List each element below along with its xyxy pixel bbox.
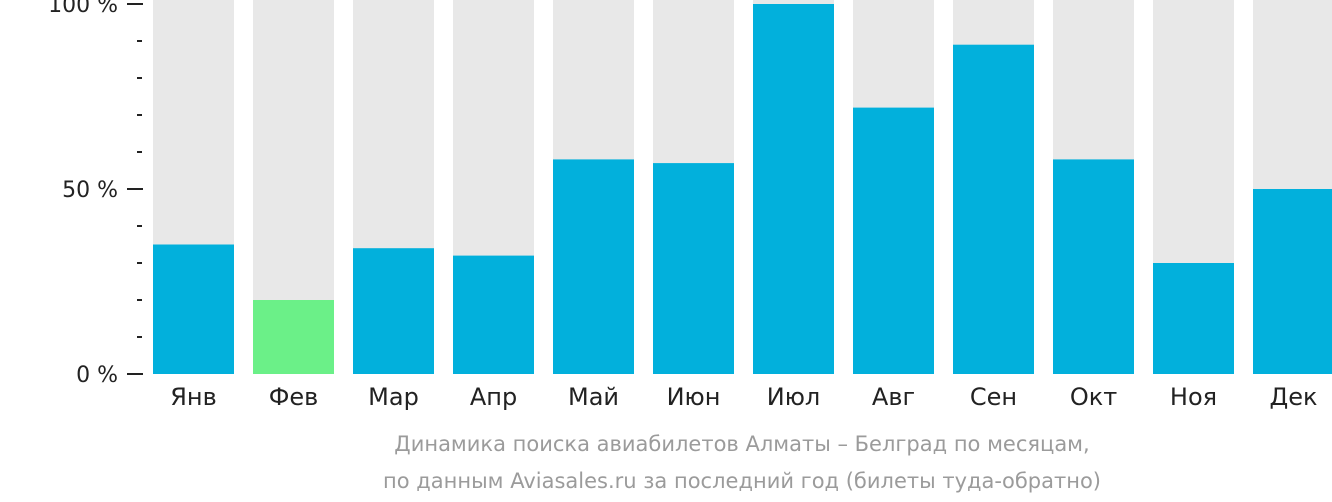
y-tick-label-0: 0 % xyxy=(76,363,118,388)
bar-m10 xyxy=(1053,159,1134,374)
bar-m6 xyxy=(653,163,734,374)
x-tick-label-m7: Июл xyxy=(767,383,821,411)
x-tick-label-m9: Сен xyxy=(970,383,1017,411)
x-axis: Янв Фев Мар Апр Май Июн Июл Авг Сен Окт Ноя Дек xyxy=(170,383,1317,411)
caption-line-1: Динамика поиска авиабилетов Алматы – Бел… xyxy=(394,432,1089,456)
bar-m3 xyxy=(353,248,434,374)
y-axis: 0 % 50 % 100 % xyxy=(48,0,143,388)
bar-m4 xyxy=(453,255,534,374)
x-tick-label-m4: Апр xyxy=(470,383,517,411)
y-tick-label-100: 100 % xyxy=(48,0,118,18)
x-tick-label-m3: Мар xyxy=(368,383,419,411)
bar-m12 xyxy=(1253,189,1332,374)
x-tick-label-m8: Авг xyxy=(872,383,915,411)
caption-line-2: по данным Aviasales.ru за последний год … xyxy=(383,469,1101,493)
x-tick-label-m11: Ноя xyxy=(1170,383,1217,411)
bars xyxy=(153,4,1332,374)
bar-m8 xyxy=(853,107,934,374)
bar-m7 xyxy=(753,4,834,374)
bar-m9 xyxy=(953,44,1034,374)
x-tick-label-m12: Дек xyxy=(1269,383,1317,411)
bar-m1 xyxy=(153,244,234,374)
x-tick-label-m1: Янв xyxy=(170,383,217,411)
y-tick-label-50: 50 % xyxy=(62,178,118,203)
x-tick-label-m5: Май xyxy=(568,383,619,411)
bar-m2 xyxy=(253,300,334,374)
x-tick-label-m6: Июн xyxy=(667,383,721,411)
bar-m11 xyxy=(1153,263,1234,374)
x-tick-label-m10: Окт xyxy=(1070,383,1117,411)
x-tick-label-m2: Фев xyxy=(269,383,319,411)
bar-m5 xyxy=(553,159,634,374)
